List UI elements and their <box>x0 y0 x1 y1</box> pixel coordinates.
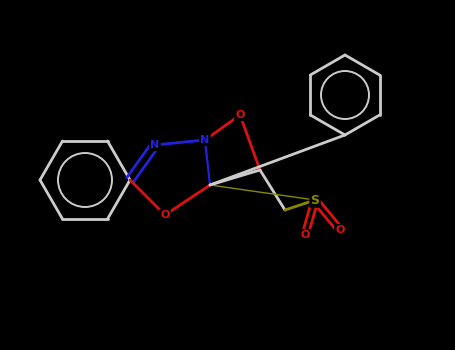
Text: O: O <box>235 110 245 120</box>
Text: N: N <box>150 140 160 150</box>
Text: O: O <box>160 210 170 220</box>
Text: O: O <box>335 225 345 235</box>
Text: O: O <box>300 230 310 240</box>
Text: N: N <box>200 135 210 145</box>
Text: S: S <box>310 194 319 206</box>
